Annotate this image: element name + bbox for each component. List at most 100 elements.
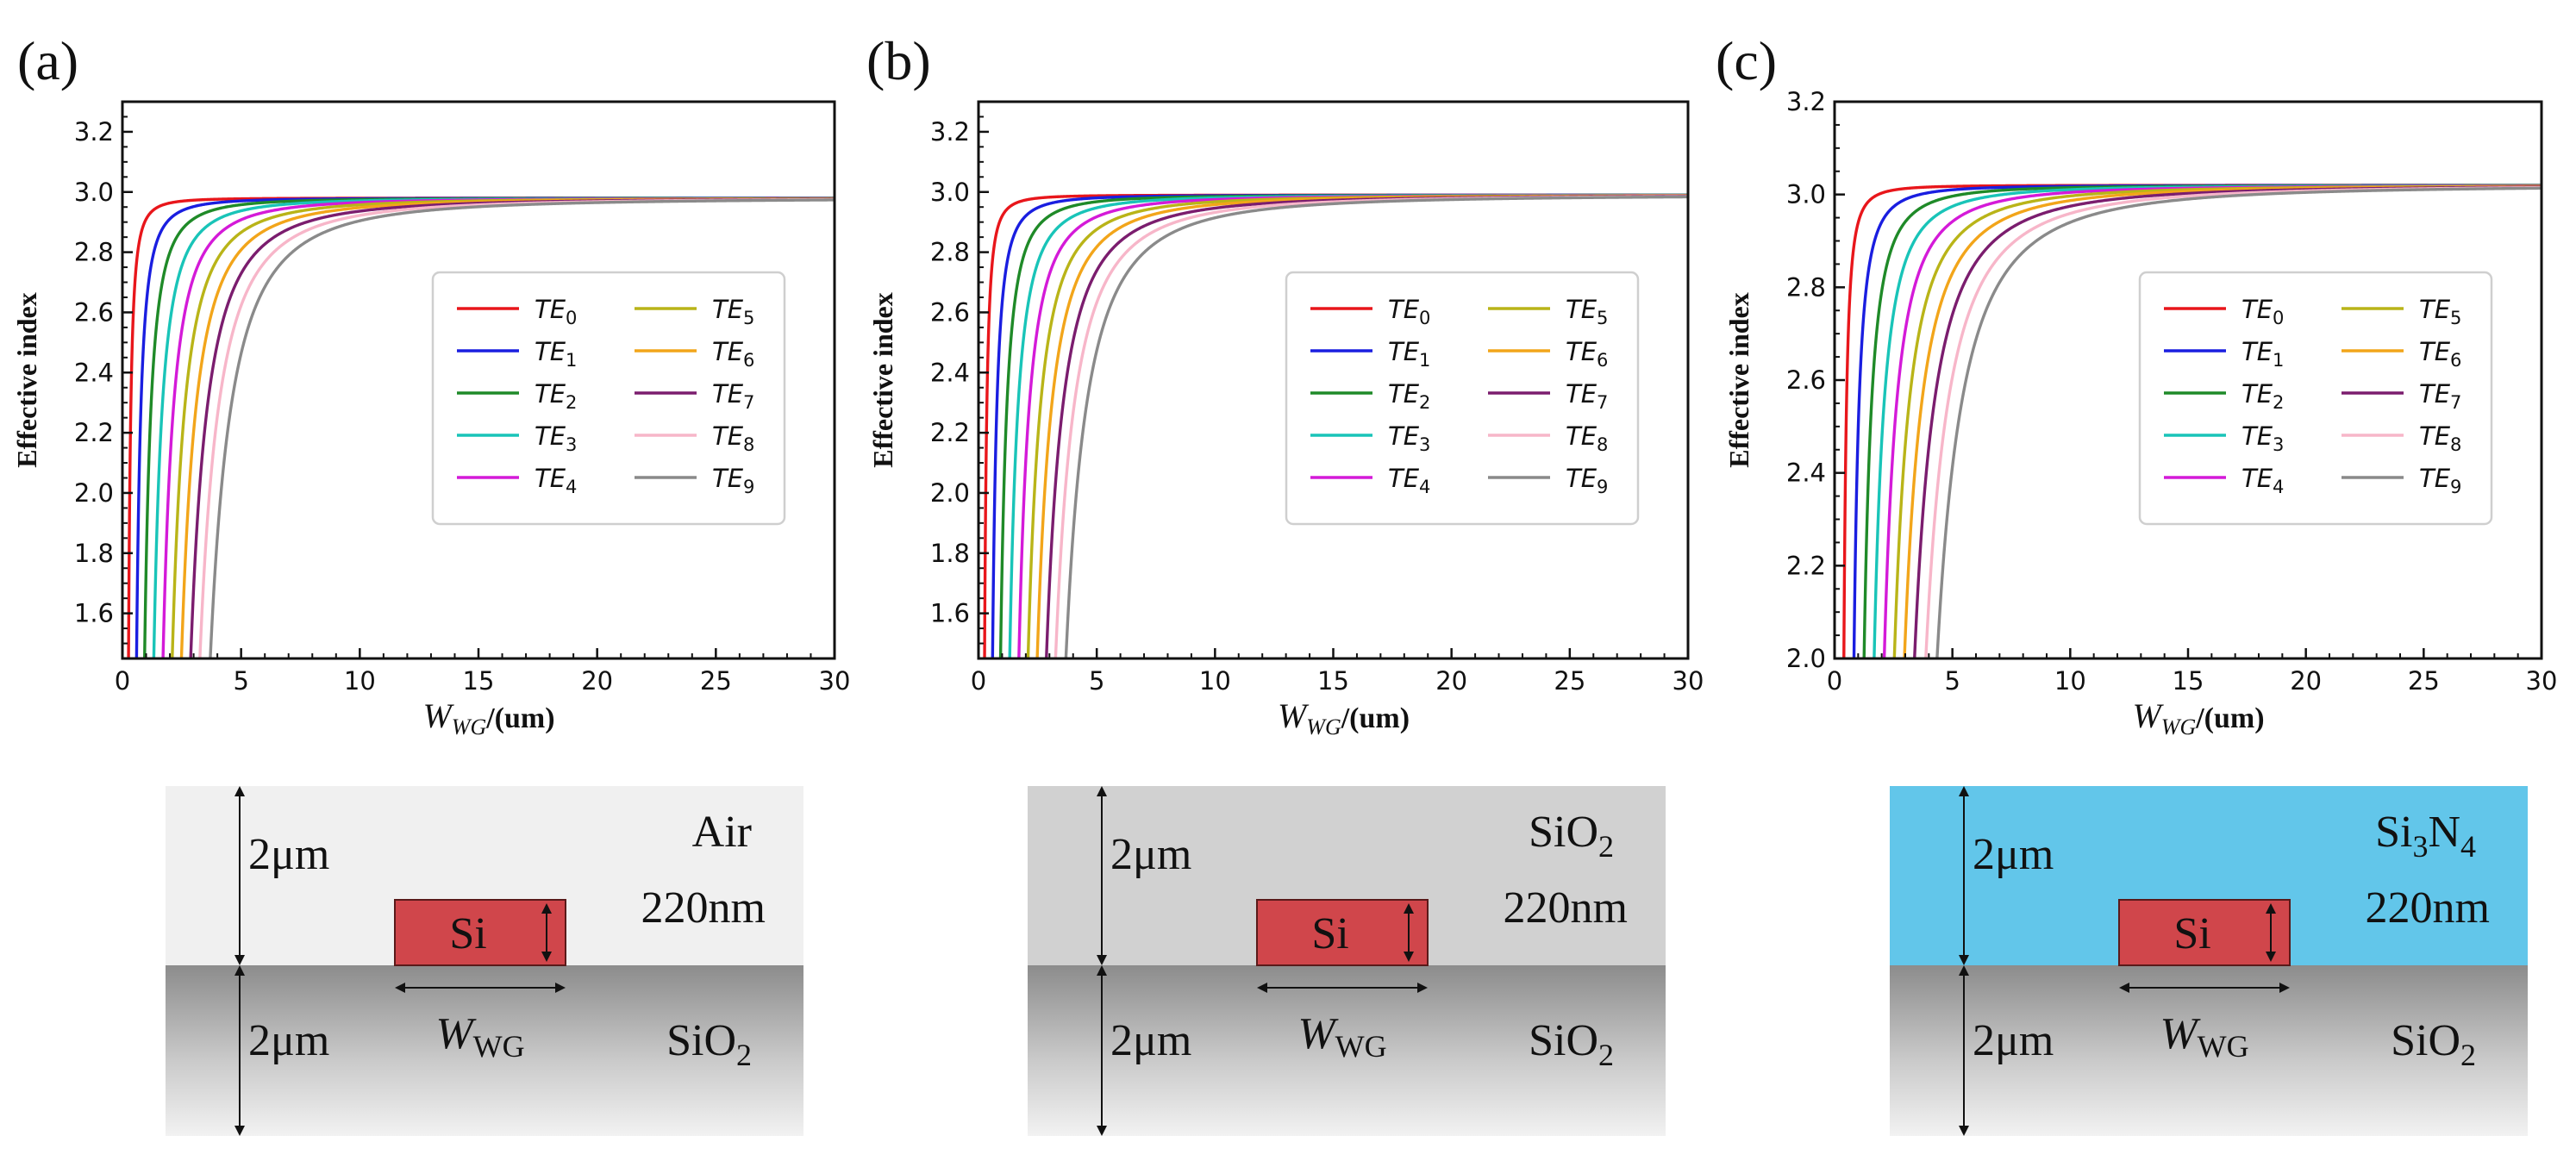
si-core	[1256, 899, 1429, 966]
legend-label-base: TE	[2419, 421, 2451, 451]
y-tick-label: 2.8	[930, 238, 970, 267]
si-core	[394, 899, 566, 966]
x-tick-label: 15	[1317, 666, 1349, 696]
legend-label-sub: 9	[743, 477, 754, 497]
legend-label-sub: 6	[2450, 350, 2461, 371]
legend-label-te5: TE5	[1566, 295, 1608, 328]
x-title-unit: /(um)	[485, 702, 554, 734]
bottom-height-arrow-head-top	[234, 965, 245, 976]
legend-label-sub: 0	[1419, 308, 1430, 328]
series-line-te9	[1935, 186, 2542, 658]
curves	[1842, 184, 2542, 658]
core-thickness-arrow-head-bottom	[541, 952, 552, 962]
legend-box	[431, 271, 786, 526]
y-tick-label: 1.8	[930, 539, 970, 568]
y-tick-label: 2.4	[1786, 459, 1826, 488]
legend-label-te3: TE3	[535, 421, 577, 455]
legend-label-sub: 5	[743, 308, 754, 328]
x-tick-label: 30	[2526, 666, 2558, 696]
legend-box	[1285, 271, 1640, 526]
width-arrow-head-left	[395, 983, 405, 993]
y-tick-label: 2.2	[74, 418, 114, 447]
x-tick-label: 30	[1673, 666, 1704, 696]
legend-label-base: TE	[535, 421, 566, 451]
legend-label-base: TE	[535, 379, 566, 409]
width-label: WWG	[435, 1009, 524, 1064]
si-core	[2118, 899, 2291, 966]
bottom-height-arrow-head-bottom	[1959, 1126, 1969, 1136]
core-thickness-arrow-head-bottom	[2266, 952, 2276, 962]
curves	[983, 193, 1688, 658]
legend-label-sub: 9	[2450, 477, 2461, 497]
width-label-sub: WG	[473, 1029, 525, 1064]
top-material-main: Air	[692, 808, 752, 857]
x-tick-label: 30	[819, 666, 851, 696]
width-label: WWG	[2160, 1009, 2248, 1064]
legend-label-base: TE	[712, 421, 744, 451]
legend-label-sub: 7	[2450, 392, 2461, 413]
legend-box	[2138, 271, 2493, 526]
legend-label-base: TE	[1388, 295, 1420, 324]
chart-panel-c: (c)0 5 10 15 20 25 302.02.22.42.62.83.03.2WWG/…	[1716, 30, 2558, 740]
legend-label-base: TE	[2241, 337, 2273, 366]
panel-label: (c)	[1716, 30, 1777, 91]
legend-label-te4: TE4	[2241, 464, 2284, 497]
legend-label-te4: TE4	[535, 464, 577, 497]
width-label-main: W	[2160, 1009, 2201, 1058]
bottom-height-arrow-head-bottom	[234, 1126, 245, 1136]
core-thickness-arrow-head-top	[2266, 903, 2276, 914]
legend-label-te7: TE7	[1566, 379, 1608, 413]
width-label-sub: WG	[2198, 1029, 2249, 1064]
bottom-material-sub: 2	[1598, 1038, 1614, 1072]
legend-label-sub: 7	[1597, 392, 1608, 413]
y-tick-label: 3.0	[930, 178, 970, 207]
x-title-sub: WG	[452, 715, 487, 740]
top-height-arrow-head-bottom	[234, 955, 245, 965]
legend-label-sub: 8	[743, 434, 754, 455]
legend-label-sub: 3	[1419, 434, 1430, 455]
y-axis-title: Effective index	[1723, 292, 1754, 468]
top-height-label: 2μm	[1973, 830, 2054, 879]
legend-label-te5: TE5	[2419, 295, 2461, 328]
panel-label: (a)	[17, 30, 78, 91]
legend-label-te3: TE3	[2241, 421, 2284, 455]
y-tick-label: 2.6	[1786, 365, 1826, 395]
y-tick-label: 3.2	[1786, 87, 1826, 116]
y-axis-title: Effective index	[11, 292, 42, 468]
x-title-main: W	[422, 696, 454, 735]
series-line-te9	[1064, 195, 1688, 658]
x-tick-label: 10	[2054, 666, 2086, 696]
legend-label-sub: 3	[566, 434, 577, 455]
x-tick-label: 20	[581, 666, 613, 696]
y-tick-label: 2.2	[930, 418, 970, 447]
top-height-arrow-head-bottom	[1959, 955, 1969, 965]
bottom-substrate	[1890, 965, 2528, 1136]
legend-label-base: TE	[1566, 421, 1597, 451]
legend-label-base: TE	[712, 464, 744, 493]
bottom-material-sub: 2	[2460, 1038, 2476, 1072]
y-axis-title: Effective index	[867, 292, 898, 468]
top-height-label: 2μm	[1110, 830, 1191, 879]
y-tick-label: 2.4	[74, 358, 114, 387]
legend-label-te7: TE7	[712, 379, 754, 413]
legend-label-te8: TE8	[712, 421, 754, 455]
legend-label-sub: 4	[1419, 477, 1430, 497]
legend-label-sub: 1	[566, 350, 577, 371]
legend-label-base: TE	[2241, 464, 2273, 493]
legend-label-sub: 6	[1597, 350, 1608, 371]
legend-label-base: TE	[2241, 421, 2273, 451]
chart-panel-a: (a)0 5 10 15 20 25 301.61.82.02.22.42.62.83.03…	[11, 30, 851, 740]
curves	[127, 197, 835, 658]
bottom-height-label: 2μm	[1973, 1016, 2054, 1065]
legend-label-te5: TE5	[712, 295, 754, 328]
top-material-main: SiO	[1529, 808, 1598, 857]
y-tick-label: 1.6	[930, 599, 970, 628]
legend-label-sub: 5	[2450, 308, 2461, 328]
width-label-main: W	[1297, 1009, 1339, 1058]
legend-label-te3: TE3	[1388, 421, 1430, 455]
legend-label-base: TE	[1388, 464, 1420, 493]
